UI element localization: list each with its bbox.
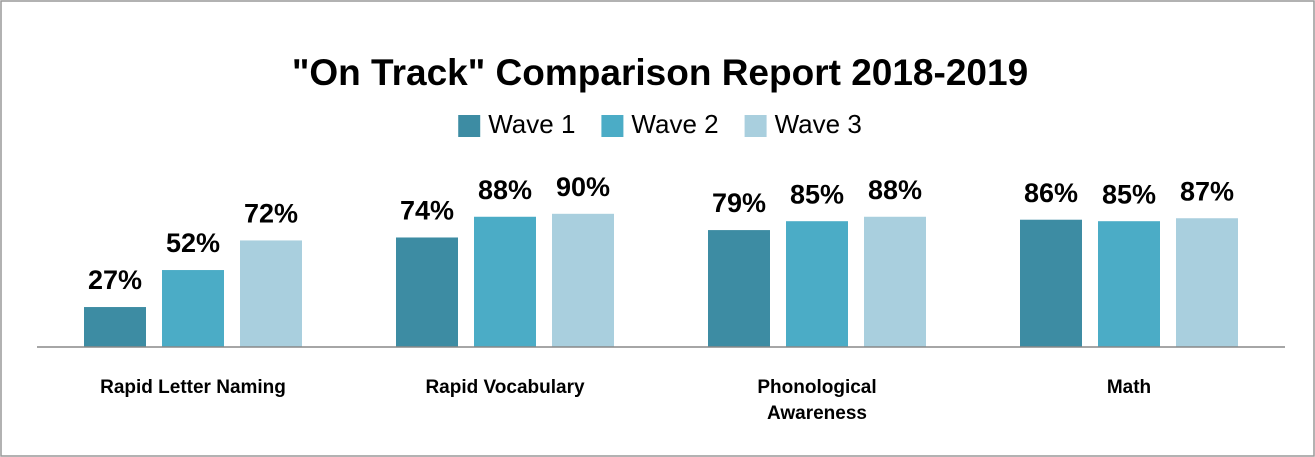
data-label: 74% (400, 196, 454, 226)
data-label: 90% (556, 172, 610, 202)
x-tick-label: Math (1106, 377, 1152, 398)
data-label: 85% (1102, 179, 1156, 209)
chart-title: "On Track" Comparison Report 2018-2019 (292, 52, 1028, 93)
data-label: 88% (868, 175, 922, 205)
legend-swatch (744, 115, 767, 137)
data-label: 27% (88, 265, 142, 295)
legend-label: Wave 1 (488, 109, 575, 139)
bar (1098, 221, 1160, 347)
bar (786, 221, 848, 347)
x-tick-label: Rapid Letter Naming (100, 377, 286, 398)
data-label: 86% (1024, 178, 1078, 208)
bar (1020, 219, 1082, 347)
bar (474, 216, 536, 347)
data-label: 79% (712, 188, 766, 218)
bar (162, 270, 224, 347)
bar (864, 216, 926, 347)
data-label: 52% (166, 228, 220, 258)
bar (1176, 218, 1238, 347)
legend-label: Wave 3 (775, 109, 862, 139)
bar (396, 237, 458, 347)
bar (84, 307, 146, 347)
bar (708, 230, 770, 347)
bar (552, 213, 614, 347)
data-label: 72% (244, 199, 298, 229)
x-tick-label: Phonological Awareness (757, 377, 877, 424)
legend-swatch (458, 115, 481, 137)
data-label: 88% (478, 175, 532, 205)
x-tick-label: Rapid Vocabulary (425, 377, 585, 398)
legend-swatch (601, 115, 624, 137)
data-label: 85% (790, 179, 844, 209)
legend-label: Wave 2 (631, 109, 718, 139)
data-label: 87% (1180, 176, 1234, 206)
bar (240, 240, 302, 347)
